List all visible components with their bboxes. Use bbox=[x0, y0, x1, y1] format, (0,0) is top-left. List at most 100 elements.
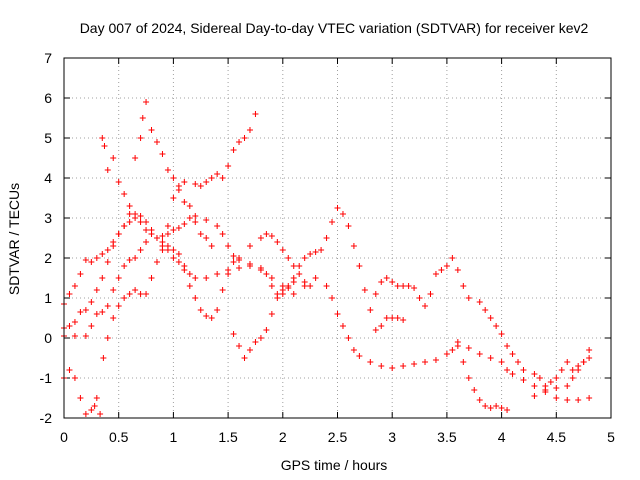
data-point-marker bbox=[132, 287, 139, 293]
data-point-marker bbox=[236, 343, 243, 349]
data-point-marker bbox=[531, 393, 538, 399]
data-point-marker bbox=[367, 359, 374, 365]
data-point-marker bbox=[175, 187, 182, 193]
data-point-marker bbox=[307, 283, 314, 289]
x-tick-label: 3.5 bbox=[437, 429, 457, 445]
data-point-marker bbox=[203, 235, 210, 241]
data-point-marker bbox=[531, 383, 538, 389]
data-point-marker bbox=[285, 255, 292, 261]
data-point-marker bbox=[137, 135, 144, 141]
data-point-marker bbox=[389, 365, 396, 371]
data-point-marker bbox=[104, 335, 111, 341]
data-point-marker bbox=[334, 311, 341, 317]
data-point-marker bbox=[553, 375, 560, 381]
data-point-marker bbox=[99, 251, 106, 257]
data-point-marker bbox=[339, 323, 346, 329]
data-point-marker bbox=[88, 259, 95, 265]
data-point-marker bbox=[181, 179, 188, 185]
y-tick-label: 3 bbox=[44, 210, 52, 226]
x-axis-label: GPS time / hours bbox=[281, 457, 388, 473]
data-point-marker bbox=[164, 167, 171, 173]
data-point-marker bbox=[334, 205, 341, 211]
data-point-marker bbox=[449, 255, 456, 261]
data-point-marker bbox=[400, 317, 407, 323]
data-point-marker bbox=[192, 213, 199, 219]
data-point-marker bbox=[547, 379, 554, 385]
data-point-marker bbox=[400, 363, 407, 369]
data-point-marker bbox=[367, 307, 374, 313]
data-point-marker bbox=[465, 345, 472, 351]
data-point-marker bbox=[93, 311, 100, 317]
data-point-marker bbox=[148, 275, 155, 281]
data-point-marker bbox=[110, 243, 117, 249]
data-point-marker bbox=[422, 359, 429, 365]
data-point-marker bbox=[66, 323, 73, 329]
data-point-marker bbox=[170, 175, 177, 181]
data-point-marker bbox=[203, 275, 210, 281]
data-point-marker bbox=[449, 347, 456, 353]
x-tick-label: 2.5 bbox=[328, 429, 348, 445]
data-point-marker bbox=[82, 257, 89, 263]
data-point-marker bbox=[82, 333, 89, 339]
data-point-marker bbox=[312, 249, 319, 255]
data-point-marker bbox=[137, 247, 144, 253]
data-point-marker bbox=[580, 359, 587, 365]
data-point-marker bbox=[432, 357, 439, 363]
data-point-marker bbox=[159, 247, 166, 253]
data-point-marker bbox=[121, 191, 128, 197]
data-point-marker bbox=[383, 315, 390, 321]
data-point-marker bbox=[263, 231, 270, 237]
data-point-marker bbox=[476, 351, 483, 357]
data-point-marker bbox=[274, 239, 281, 245]
data-point-marker bbox=[427, 291, 434, 297]
data-point-marker bbox=[564, 383, 571, 389]
data-point-marker bbox=[203, 313, 210, 319]
x-tick-label: 2 bbox=[279, 429, 287, 445]
data-point-marker bbox=[186, 203, 193, 209]
data-point-marker bbox=[170, 195, 177, 201]
data-point-marker bbox=[225, 163, 232, 169]
y-tick-label: 6 bbox=[44, 90, 52, 106]
data-point-marker bbox=[465, 375, 472, 381]
data-point-marker bbox=[487, 315, 494, 321]
tick-labels: 0 0.5 1 1.5 2 2.5 3 3.5 4 4.5 5 -2 -1 0 1 2 3 4 5 6 7 bbox=[40, 50, 616, 445]
data-point-marker bbox=[432, 271, 439, 277]
data-point-marker bbox=[208, 243, 215, 249]
data-point-marker bbox=[77, 309, 84, 315]
data-point-marker bbox=[115, 303, 122, 309]
grid bbox=[64, 58, 611, 418]
data-point-marker bbox=[219, 175, 226, 181]
data-point-marker bbox=[493, 403, 500, 409]
y-axis-label: SDTVAR / TECUs bbox=[6, 183, 22, 295]
data-point-marker bbox=[126, 291, 133, 297]
y-tick-label: -2 bbox=[40, 410, 53, 426]
data-point-marker bbox=[225, 243, 232, 249]
y-tick-label: 5 bbox=[44, 130, 52, 146]
data-point-marker bbox=[274, 295, 281, 301]
data-point-marker bbox=[257, 265, 264, 271]
data-point-marker bbox=[170, 227, 177, 233]
data-point-marker bbox=[104, 167, 111, 173]
data-point-marker bbox=[422, 303, 429, 309]
data-point-marker bbox=[192, 295, 199, 301]
data-point-marker bbox=[164, 223, 171, 229]
data-point-marker bbox=[66, 367, 73, 373]
data-point-marker bbox=[137, 213, 144, 219]
data-point-marker bbox=[515, 359, 522, 365]
data-point-marker bbox=[476, 299, 483, 305]
data-point-marker bbox=[153, 235, 160, 241]
data-point-marker bbox=[121, 223, 128, 229]
data-point-marker bbox=[339, 211, 346, 217]
data-point-marker bbox=[312, 275, 319, 281]
data-point-marker bbox=[246, 261, 253, 267]
data-point-marker bbox=[143, 99, 150, 105]
data-point-marker bbox=[230, 147, 237, 153]
data-point-marker bbox=[504, 367, 511, 373]
data-point-marker bbox=[460, 359, 467, 365]
data-point-marker bbox=[197, 231, 204, 237]
data-point-marker bbox=[153, 139, 160, 145]
data-point-marker bbox=[345, 223, 352, 229]
data-point-marker bbox=[110, 287, 117, 293]
data-point-marker bbox=[498, 359, 505, 365]
data-point-marker bbox=[121, 263, 128, 269]
